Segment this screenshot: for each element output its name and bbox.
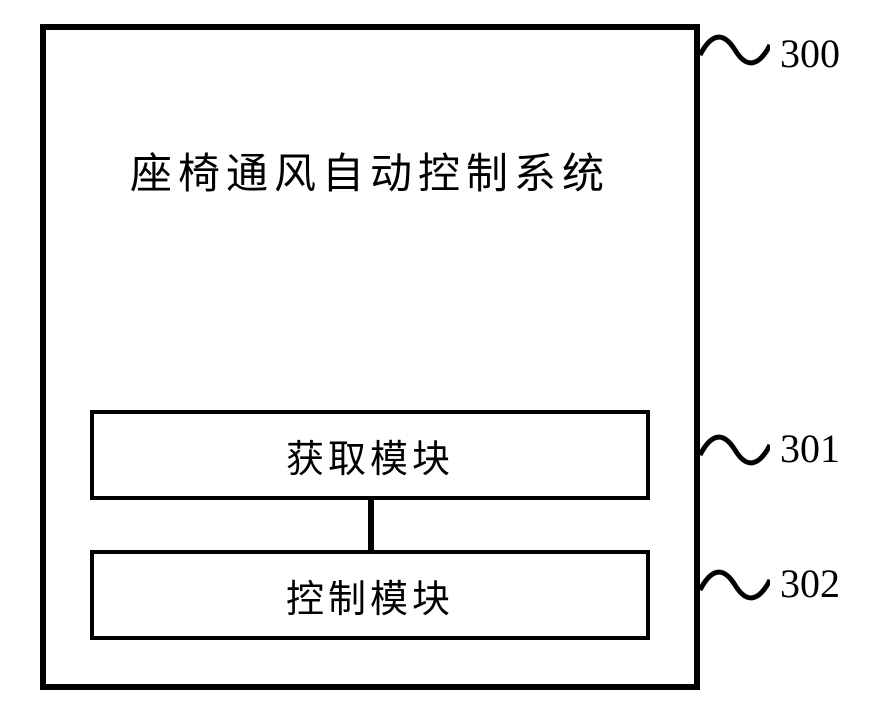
system-title: 座椅通风自动控制系统 (80, 140, 660, 201)
control-module-box: 控制模块 (90, 550, 650, 640)
connector-line (368, 500, 374, 550)
ref-label-301: 301 (780, 425, 840, 472)
ref-label-300: 300 (780, 30, 840, 77)
leader-302 (700, 565, 770, 605)
acquisition-module-box: 获取模块 (90, 410, 650, 500)
ref-label-302: 302 (780, 560, 840, 607)
acquisition-module-label: 获取模块 (286, 428, 454, 483)
diagram-canvas: 座椅通风自动控制系统 获取模块 控制模块 300 301 302 (0, 0, 894, 721)
leader-301 (700, 430, 770, 470)
control-module-label: 控制模块 (286, 568, 454, 623)
leader-300 (700, 30, 770, 70)
